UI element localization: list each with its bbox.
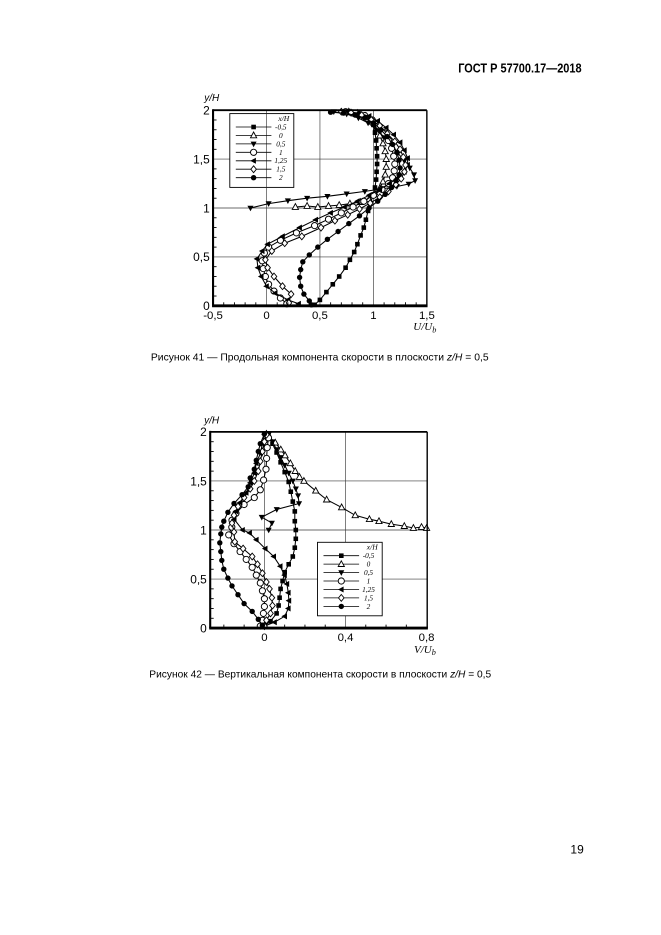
- svg-text:0: 0: [203, 299, 210, 313]
- svg-text:1,5: 1,5: [419, 310, 435, 322]
- svg-text:2: 2: [367, 602, 371, 611]
- svg-text:x/H: x/H: [366, 543, 378, 552]
- svg-text:0: 0: [261, 632, 267, 644]
- svg-text:-0,5: -0,5: [363, 551, 375, 560]
- svg-text:-0,5: -0,5: [203, 310, 223, 322]
- svg-text:Рисунок 42 — Вертикальная комп: Рисунок 42 — Вертикальная компонента ско…: [149, 670, 491, 681]
- svg-text:0: 0: [367, 560, 371, 569]
- svg-text:0,5: 0,5: [312, 310, 328, 322]
- svg-text:1,5: 1,5: [276, 165, 285, 174]
- svg-text:V/Ub: V/Ub: [414, 644, 436, 657]
- svg-text:-0,5: -0,5: [275, 122, 287, 131]
- svg-text:0,8: 0,8: [419, 632, 435, 644]
- svg-text:1: 1: [203, 201, 210, 215]
- svg-text:0,4: 0,4: [338, 632, 354, 644]
- svg-text:ГОСТ Р 57700.17—2018: ГОСТ Р 57700.17—2018: [458, 60, 581, 75]
- svg-text:1: 1: [279, 148, 283, 157]
- svg-text:y/H: y/H: [203, 416, 220, 427]
- svg-text:0: 0: [263, 310, 269, 322]
- svg-text:1,5: 1,5: [193, 152, 210, 166]
- svg-text:0: 0: [279, 131, 283, 140]
- svg-text:1,5: 1,5: [190, 474, 207, 488]
- svg-text:1: 1: [200, 523, 207, 537]
- svg-text:0,5: 0,5: [364, 568, 373, 577]
- svg-text:0,5: 0,5: [276, 139, 285, 148]
- svg-text:2: 2: [279, 173, 283, 182]
- svg-text:19: 19: [570, 843, 584, 857]
- svg-text:2: 2: [203, 104, 210, 118]
- svg-text:2: 2: [200, 425, 207, 439]
- svg-text:0: 0: [200, 621, 207, 635]
- svg-text:x/H: x/H: [277, 114, 289, 123]
- svg-text:1,25: 1,25: [274, 156, 287, 165]
- svg-text:1,5: 1,5: [364, 593, 373, 602]
- svg-text:1: 1: [367, 576, 371, 585]
- svg-text:1,25: 1,25: [362, 585, 375, 594]
- svg-text:y/H: y/H: [203, 93, 220, 104]
- svg-text:Рисунок 41 — Продольная компон: Рисунок 41 — Продольная компонента скоро…: [151, 352, 489, 363]
- svg-text:0,5: 0,5: [193, 250, 210, 264]
- svg-text:1: 1: [370, 310, 376, 322]
- svg-text:0,5: 0,5: [190, 572, 207, 586]
- svg-text:U/Ub: U/Ub: [413, 321, 436, 334]
